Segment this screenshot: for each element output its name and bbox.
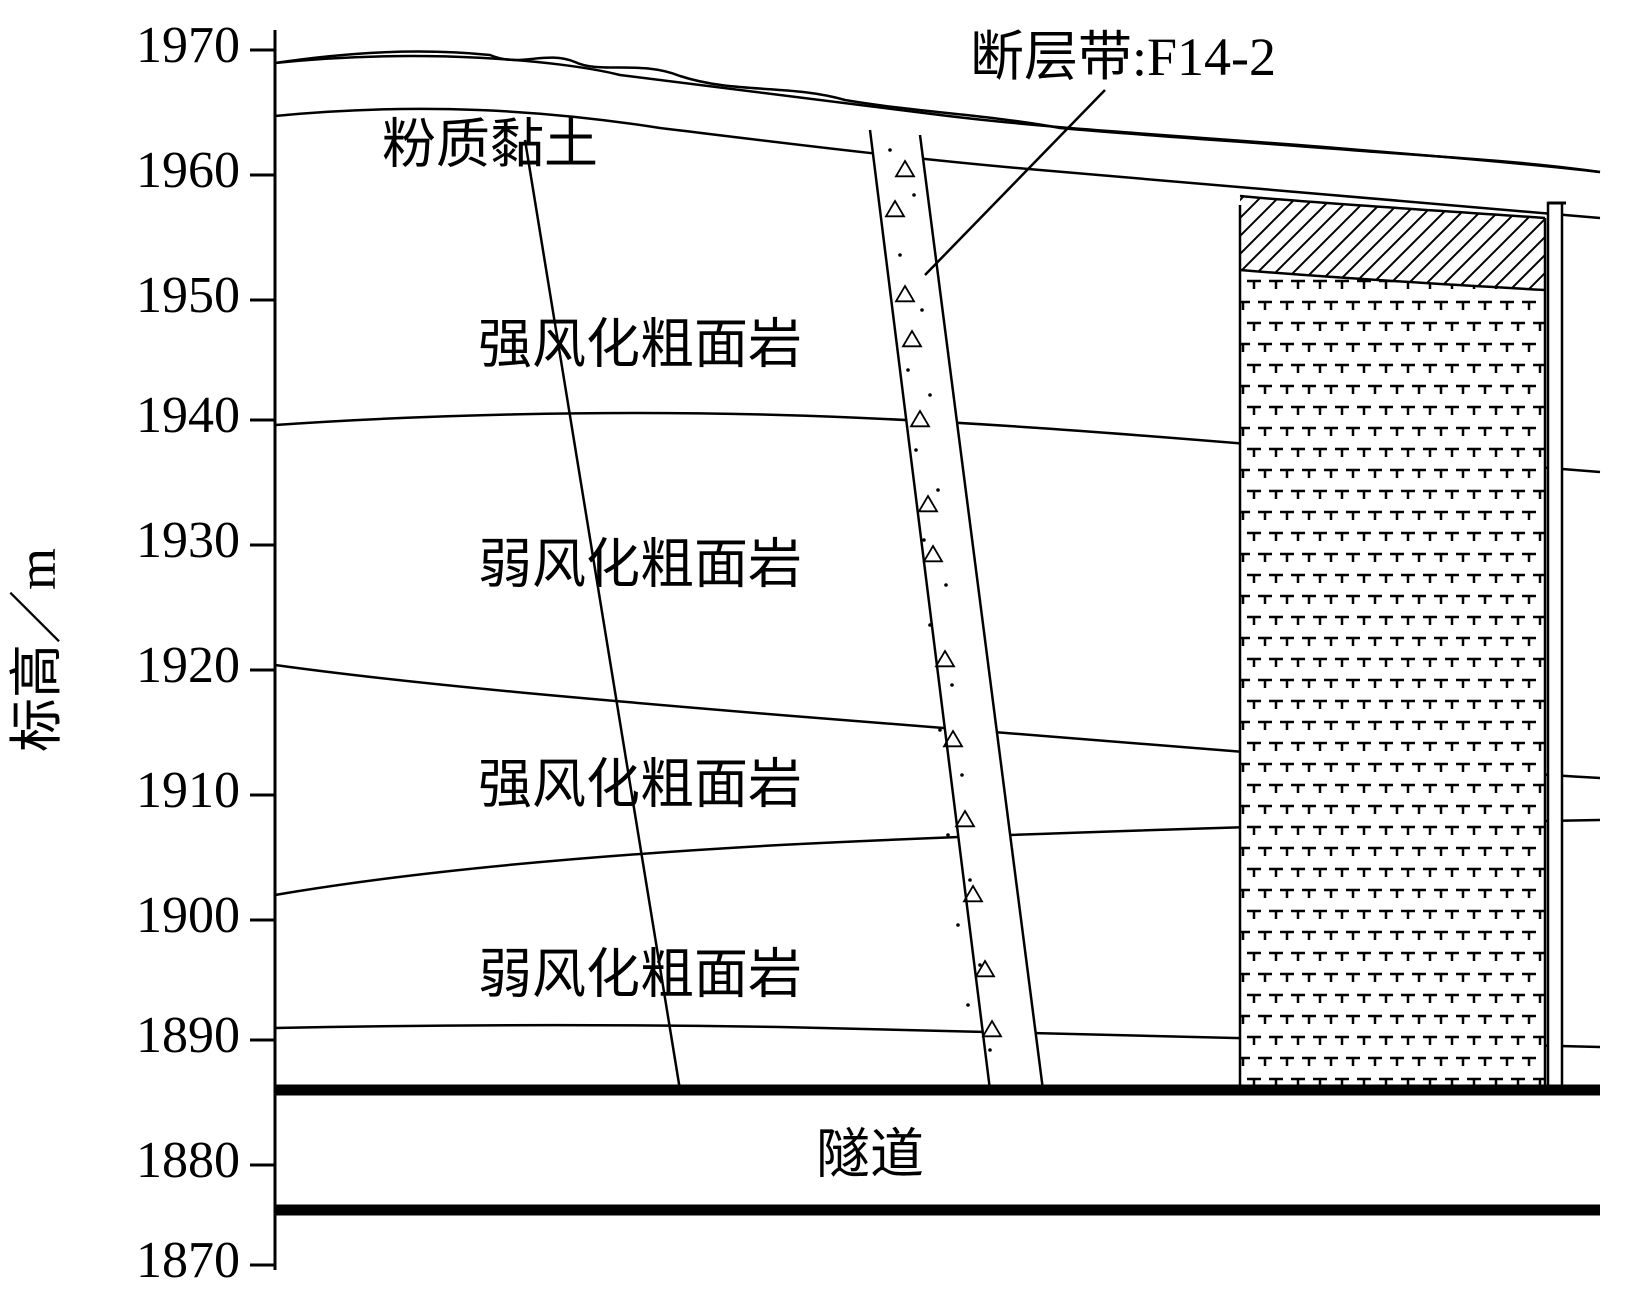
- fault-dot: [906, 368, 910, 372]
- y-tick-label: 1970: [136, 17, 240, 74]
- fault-leader: [925, 90, 1105, 275]
- layer-label: 粉质黏土: [382, 114, 598, 174]
- fault-dot: [922, 538, 926, 542]
- y-tick-label: 1920: [136, 637, 240, 694]
- fault-dot: [956, 923, 960, 927]
- fault-dot: [928, 393, 932, 397]
- fault-dot: [898, 253, 902, 257]
- y-tick-label: 1870: [136, 1232, 240, 1289]
- y-tick-label: 1900: [136, 887, 240, 944]
- layer-label: 强风化粗面岩: [478, 754, 802, 814]
- fault-dot: [950, 683, 954, 687]
- fault-dot: [966, 1003, 970, 1007]
- layer-label: 弱风化粗面岩: [478, 534, 802, 594]
- layer-label: 强风化粗面岩: [478, 314, 802, 374]
- fault-dot: [968, 878, 972, 882]
- fault-dot: [988, 1048, 992, 1052]
- fault-dot: [946, 833, 950, 837]
- fault-dot: [960, 773, 964, 777]
- y-tick-label: 1950: [136, 267, 240, 324]
- fault-dot: [944, 583, 948, 587]
- fault-dot: [914, 448, 918, 452]
- y-tick-label: 1960: [136, 142, 240, 199]
- y-tick-label: 1880: [136, 1132, 240, 1189]
- fault-label: 断层带:F14-2: [970, 27, 1276, 87]
- layer-label: 弱风化粗面岩: [478, 944, 802, 1004]
- geological-cross-section: 1970 1960 1950 1940 1930 1920 1910 1900 1890 1880…: [0, 0, 1629, 1295]
- fault-dot: [920, 308, 924, 312]
- y-axis-label: 标高／m: [7, 548, 67, 752]
- y-tick-label: 1890: [136, 1007, 240, 1064]
- tunnel-label: 隧道: [816, 1124, 924, 1184]
- y-tick-label: 1930: [136, 512, 240, 569]
- fault-dot: [888, 148, 892, 152]
- y-tick-label: 1940: [136, 387, 240, 444]
- fault-dot: [938, 728, 942, 732]
- pipe: [1548, 203, 1562, 1090]
- fault-dot: [936, 488, 940, 492]
- column-tpattern: [1240, 270, 1545, 1088]
- y-tick-label: 1910: [136, 762, 240, 819]
- fault-dot: [912, 193, 916, 197]
